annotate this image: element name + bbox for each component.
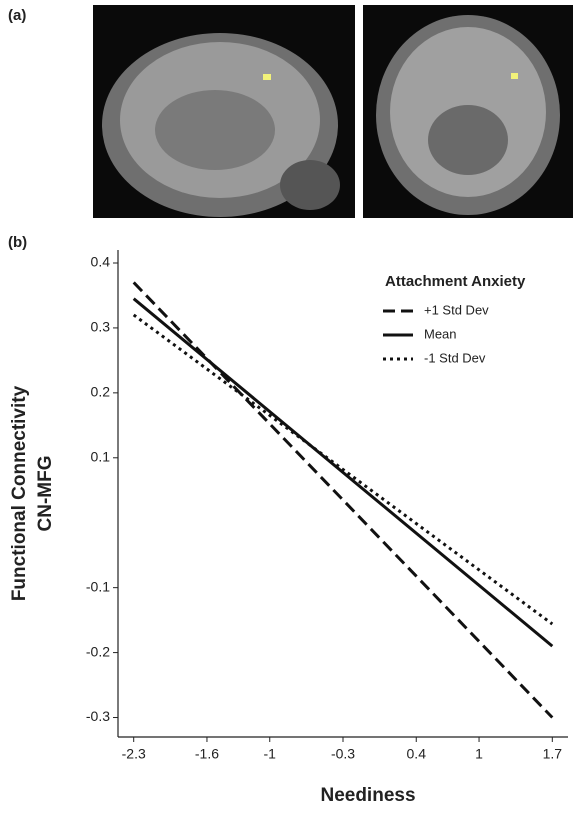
legend-label: -1 Std Dev [424, 350, 486, 365]
legend-label: Mean [424, 326, 457, 341]
x-axis-label: Neediness [320, 785, 415, 806]
line [134, 299, 553, 646]
panel-label: (b) [8, 234, 27, 251]
x-tick-label: -1.6 [195, 746, 219, 762]
y-axis-label: CN-MFG [35, 456, 56, 532]
y-tick-label: -0.2 [86, 643, 110, 659]
y-axis-label: Functional Connectivity [9, 385, 30, 601]
x-tick-label: -2.3 [122, 746, 146, 762]
x-tick-label: 1 [475, 746, 483, 762]
panel-label: (a) [8, 7, 26, 24]
y-tick-label: 0.1 [91, 448, 111, 464]
figure: (a) (b) 0.4 0.3 0.2 0.1 -0.1 -0.2 -0.3 -2.3 -1.6… [0, 0, 579, 808]
y-tick-label: -0.3 [86, 708, 110, 724]
x-tick-label: -1 [264, 746, 277, 762]
sagittal-image [93, 5, 355, 218]
y-tick-label: -0.1 [86, 578, 110, 594]
y-tick-label: 0.3 [91, 319, 111, 335]
line [134, 315, 553, 624]
x-tick-label: -0.3 [331, 746, 355, 762]
x-tick-label: 1.7 [543, 746, 563, 762]
coronal-image [363, 5, 573, 218]
chart: 0.4 0.3 0.2 0.1 -0.1 -0.2 -0.3 -2.3 -1.6 -1 -0.3 0.… [9, 250, 568, 806]
y-tick-label: 0.4 [91, 254, 111, 270]
legend-label: +1 Std Dev [424, 302, 489, 317]
x-tick-label: 0.4 [407, 746, 427, 762]
y-tick-label: 0.2 [91, 384, 111, 400]
legend-title: Attachment Anxiety [385, 273, 526, 290]
line [134, 282, 553, 717]
